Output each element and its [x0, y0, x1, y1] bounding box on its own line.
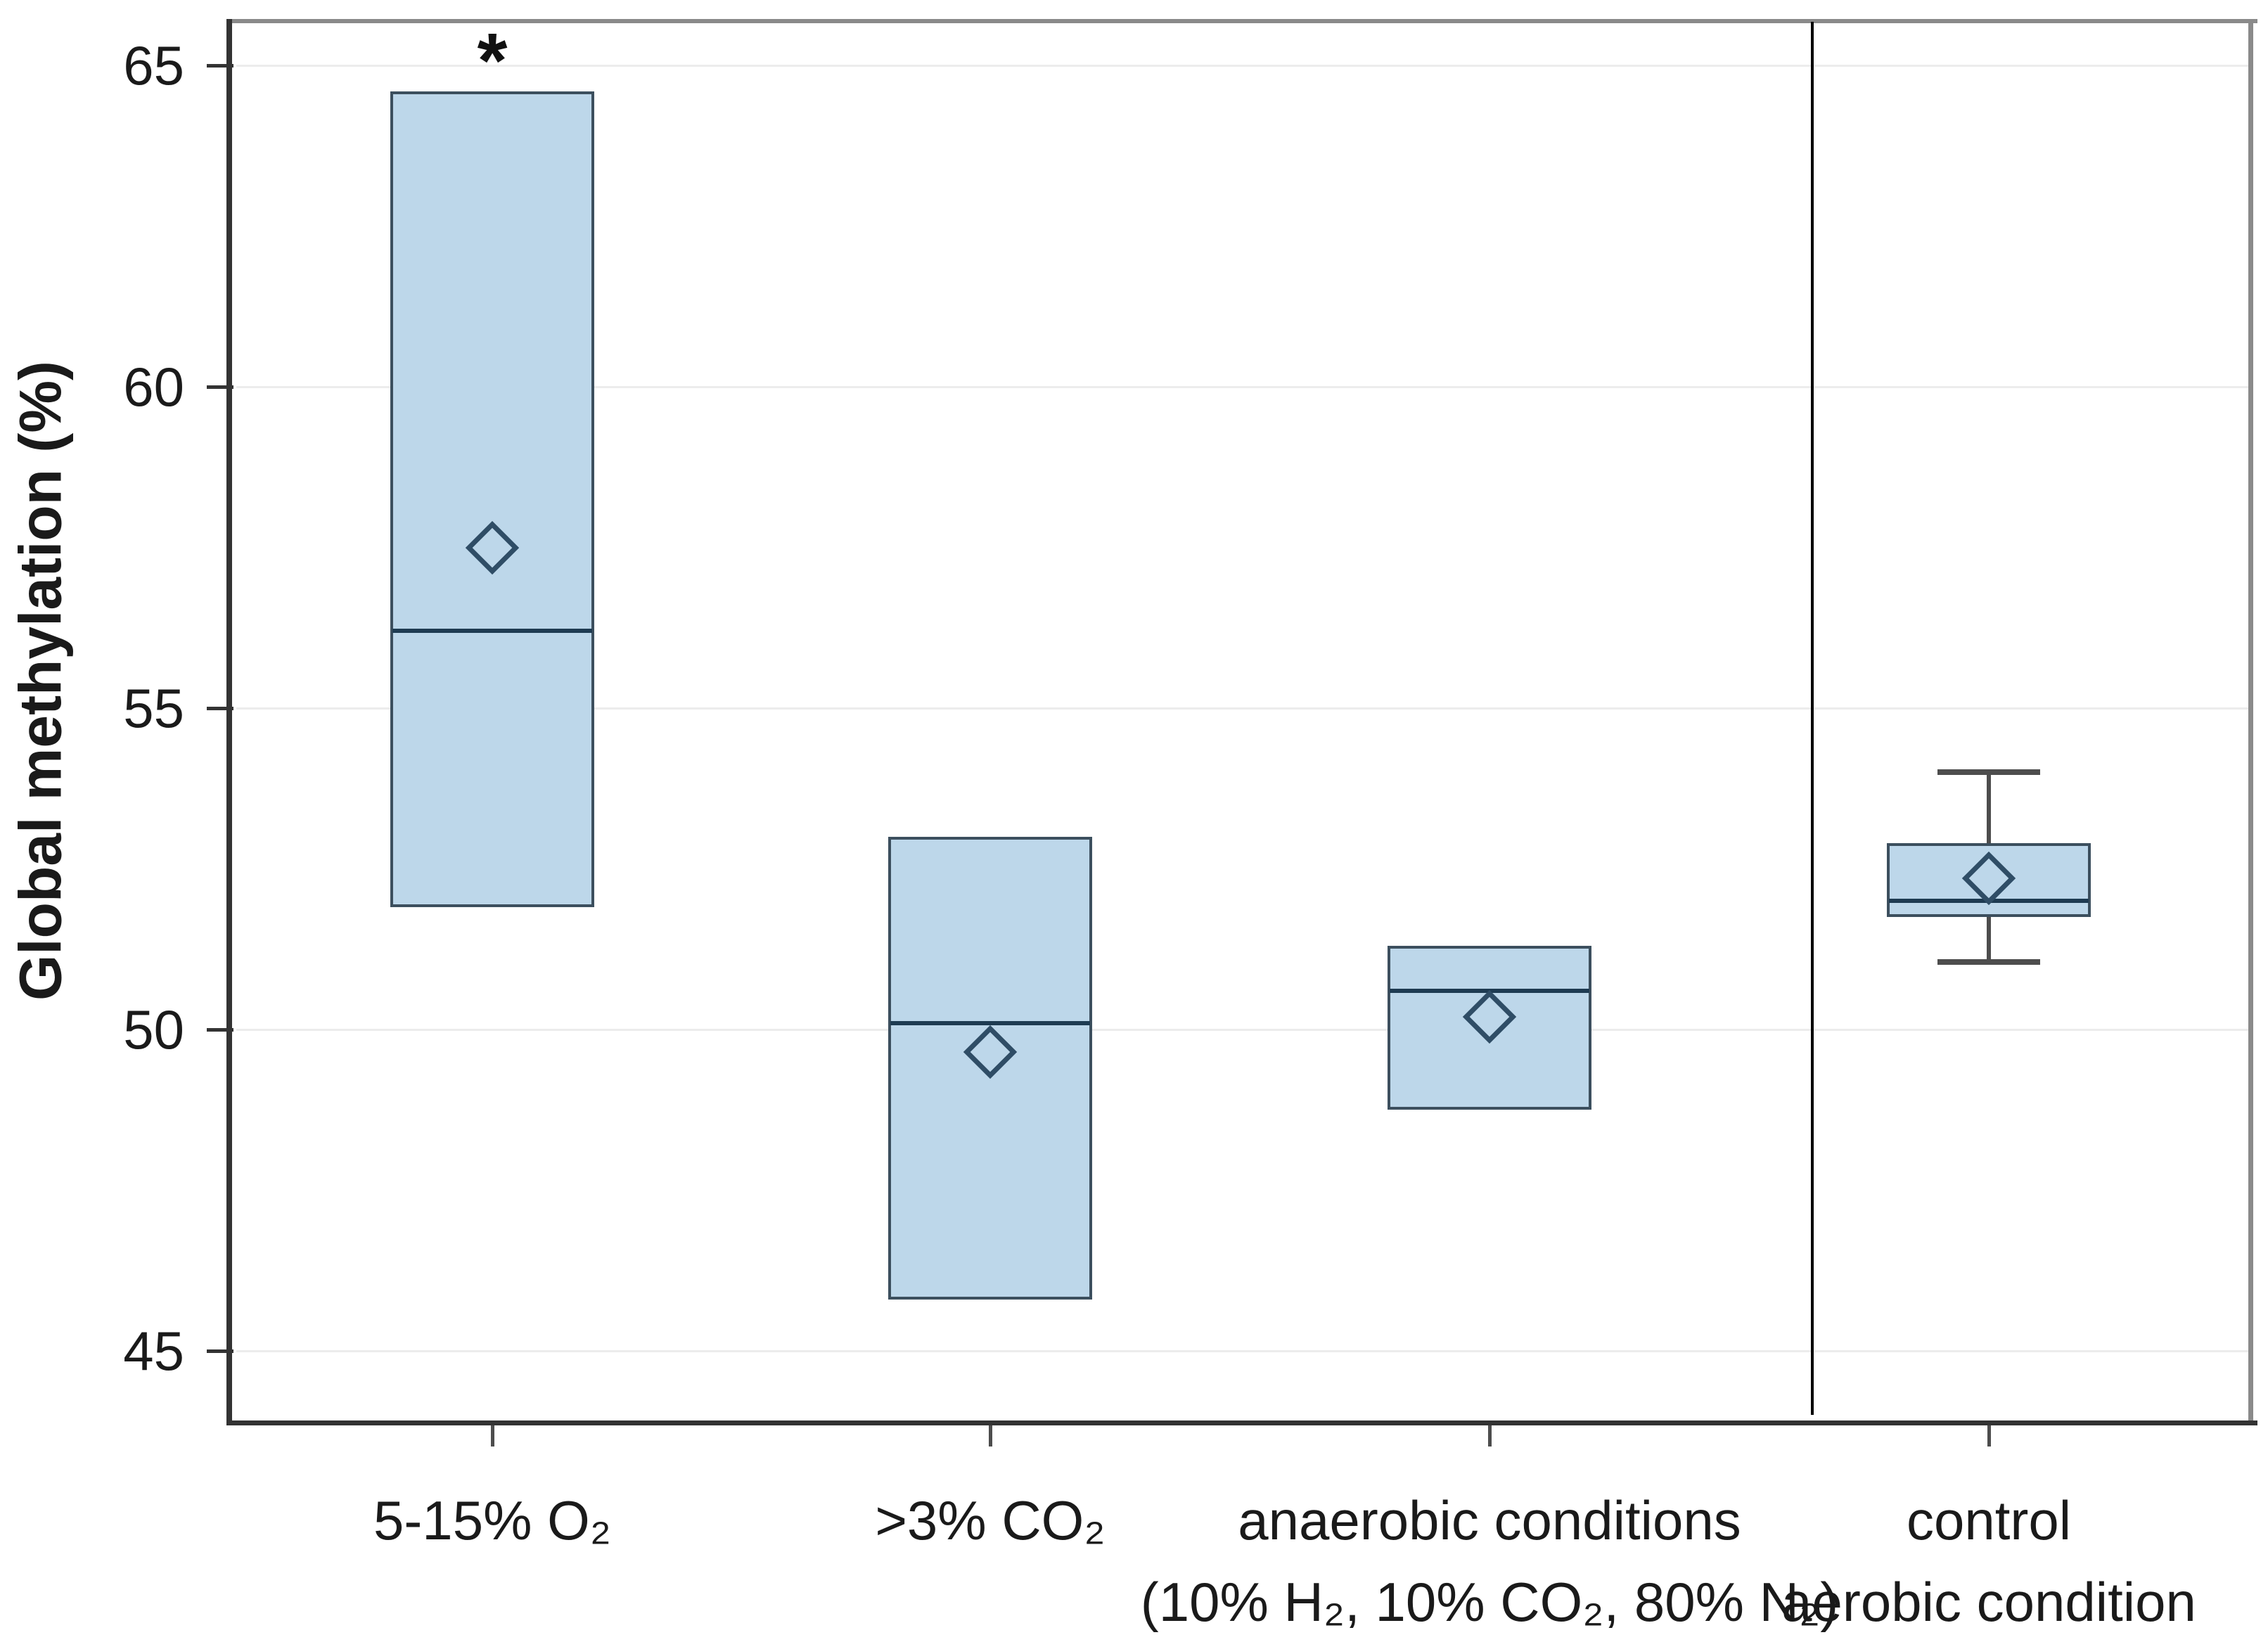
box — [1388, 946, 1591, 1110]
whisker-line — [1987, 772, 1991, 843]
x-axis-tick — [1488, 1425, 1492, 1447]
y-axis-tick — [207, 1349, 233, 1353]
gridline — [236, 386, 2250, 388]
control-divider-line — [1811, 22, 1814, 1415]
x-axis-tick — [1987, 1425, 1991, 1447]
significance-star: * — [477, 18, 508, 104]
y-axis-tick — [207, 64, 233, 68]
gridline — [236, 707, 2250, 710]
category-label: control aerobic condition — [1602, 1480, 2268, 1642]
box-median — [392, 629, 592, 634]
y-axis-tick-label: 60 — [123, 356, 184, 418]
whisker-cap — [1937, 959, 2040, 966]
whisker-cap — [1937, 769, 2040, 776]
category-label-line: aerobic condition — [1781, 1571, 2196, 1633]
y-axis-tick-label: 45 — [123, 1320, 184, 1382]
y-axis-tick — [207, 1028, 233, 1032]
y-axis-tick-label: 50 — [123, 999, 184, 1060]
plot-border-right — [2248, 19, 2253, 1425]
category-label: 5-15% O₂ — [105, 1480, 879, 1561]
y-axis-line — [226, 19, 232, 1425]
category-label-line: 5-15% O₂ — [373, 1489, 612, 1551]
box — [888, 836, 1092, 1300]
whisker-line — [1987, 917, 1991, 963]
y-axis-tick-label: 55 — [123, 677, 184, 739]
box-median — [890, 1020, 1090, 1025]
y-axis-tick — [207, 707, 233, 710]
box-median — [1390, 989, 1589, 994]
x-axis-tick — [989, 1425, 992, 1447]
y-axis-tick — [207, 385, 233, 389]
category-label-line: (10% H₂, 10% CO₂, 80% N₂) — [1140, 1571, 1839, 1633]
category-label-line: >3% CO₂ — [875, 1489, 1106, 1551]
x-axis-line — [226, 1420, 2257, 1425]
gridline — [236, 1029, 2250, 1031]
category-label: >3% CO₂ — [603, 1480, 1377, 1561]
box-median — [1889, 899, 2089, 904]
category-label-line: control — [1906, 1489, 2072, 1551]
x-axis-tick — [491, 1425, 494, 1447]
box — [390, 91, 594, 908]
category-label: anaerobic conditions (10% H₂, 10% CO₂, 80… — [1103, 1480, 1876, 1642]
y-axis-tick-label: 65 — [123, 34, 184, 96]
category-label-line: anaerobic conditions — [1238, 1489, 1741, 1551]
gridline — [236, 1350, 2250, 1352]
plot-border-top — [226, 19, 2257, 23]
box — [1887, 842, 2091, 918]
gridline — [236, 65, 2250, 67]
